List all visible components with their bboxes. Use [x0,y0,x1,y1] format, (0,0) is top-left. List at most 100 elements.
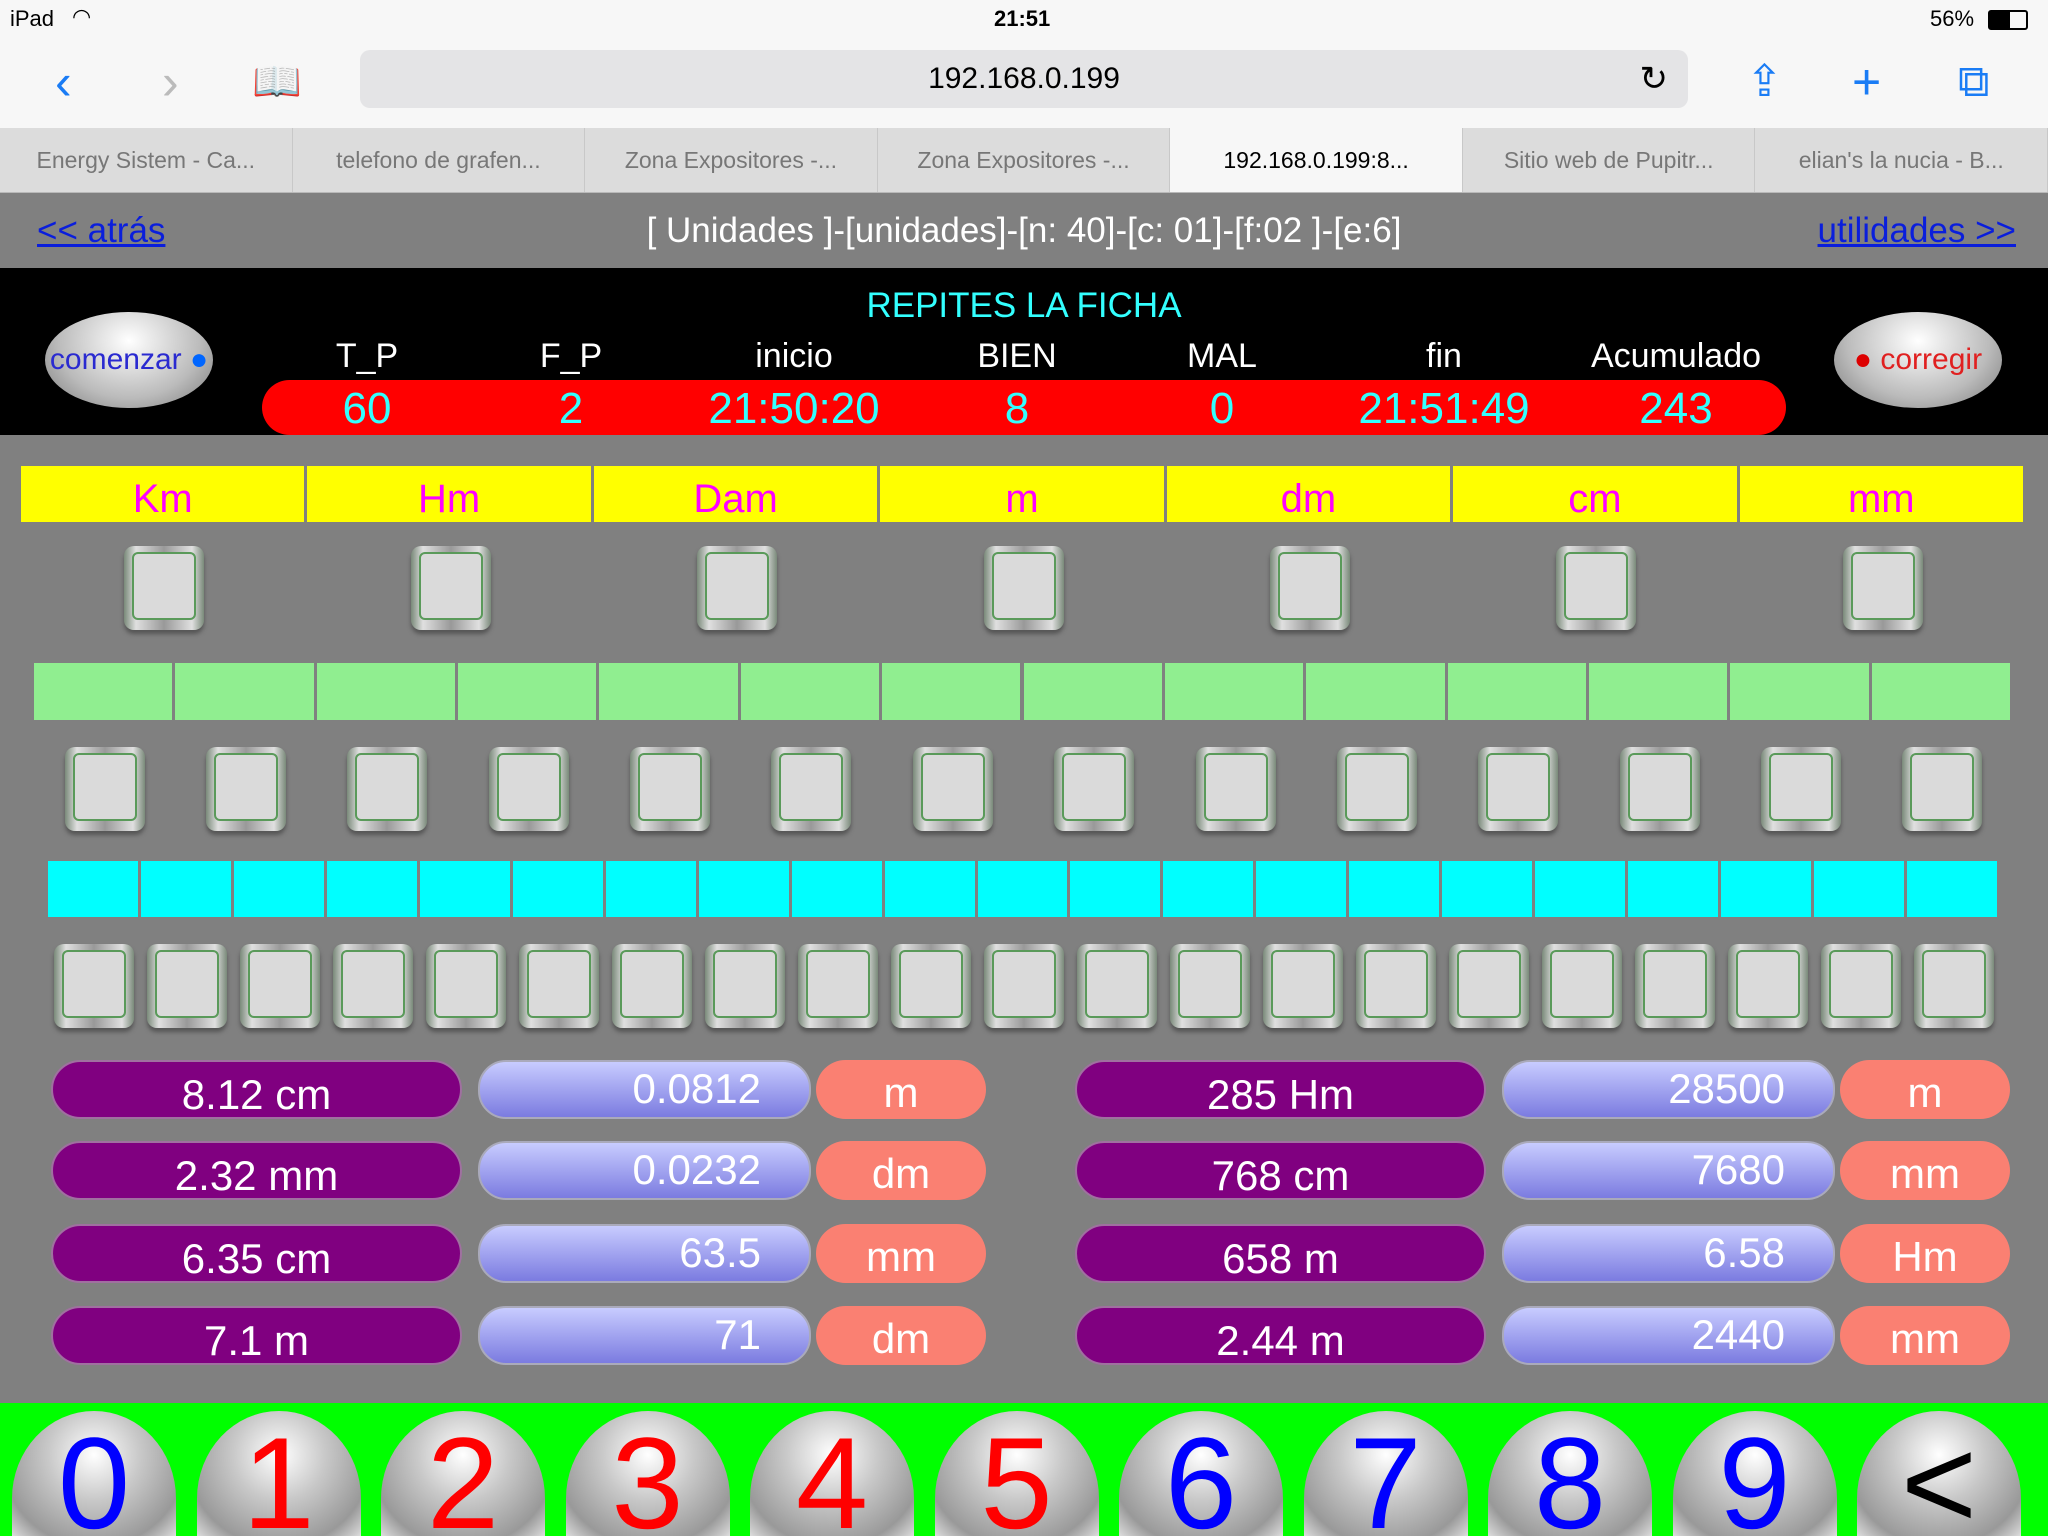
given-measure: 2.44 m [1075,1306,1486,1365]
checkbox[interactable] [333,944,414,1028]
checkbox[interactable] [1054,747,1135,831]
unit-checkbox[interactable] [1269,546,1350,630]
given-measure: 7.1 m [51,1306,462,1365]
browser-tab[interactable]: telefono de grafen... [293,128,586,192]
stat-value: 2 [558,384,584,433]
checkbox[interactable] [1541,944,1622,1028]
cyan-cell [1535,861,1626,917]
checkbox[interactable] [798,944,879,1028]
answer-field[interactable]: 0.0232 [478,1141,811,1200]
bookmarks-icon[interactable]: 📖 [252,60,302,104]
checkbox[interactable] [1448,944,1529,1028]
cyan-cell [884,861,975,917]
checkbox[interactable] [1913,944,1994,1028]
checkbox[interactable] [984,944,1064,1028]
address-bar[interactable]: 192.168.0.199 ↻ [360,50,1688,108]
answer-field[interactable]: 6.58 [1502,1224,1835,1283]
checkbox[interactable] [612,944,693,1028]
keypad-key[interactable]: 3 [565,1411,730,1536]
unit-header: dm [1166,466,1451,522]
checkbox[interactable] [1336,747,1417,831]
unit-checkbox[interactable] [983,546,1064,630]
answer-field[interactable]: 63.5 [478,1224,811,1283]
browser-tab[interactable]: Zona Expositores -... [585,128,878,192]
unit-header: Dam [593,466,878,522]
checkbox[interactable] [1619,747,1700,831]
keypad-key[interactable]: 2 [381,1411,545,1536]
back-link[interactable]: << atrás [37,211,166,250]
checkbox[interactable] [1195,747,1276,831]
checkbox[interactable] [1760,747,1841,831]
back-icon[interactable]: ‹ [55,54,72,110]
unit-checkbox[interactable] [697,546,778,630]
keypad-key[interactable]: 5 [934,1411,1099,1536]
keypad-key[interactable]: < [1857,1411,2021,1536]
unit-checkbox[interactable] [410,546,491,630]
start-button[interactable]: comenzar ● [45,312,213,408]
checkbox[interactable] [630,747,711,831]
target-unit: dm [816,1306,986,1365]
target-unit: dm [816,1141,986,1200]
browser-tab[interactable]: Zona Expositores -... [878,128,1171,192]
green-cell [1871,663,2010,720]
checkbox[interactable] [912,747,993,831]
checkbox[interactable] [1478,747,1559,831]
checkbox[interactable] [1820,944,1901,1028]
keypad-key[interactable]: 6 [1119,1411,1283,1536]
checkbox[interactable] [705,944,786,1028]
target-unit: mm [816,1224,986,1283]
checkbox[interactable] [206,747,287,831]
checkbox[interactable] [1262,944,1343,1028]
new-tab-icon[interactable]: + [1852,54,1882,110]
keypad-key[interactable]: 1 [196,1411,361,1536]
browser-tab[interactable]: elian's la nucia - B... [1755,128,2048,192]
checkbox[interactable] [347,747,428,831]
forward-icon[interactable]: › [162,54,179,110]
cyan-cell [1442,861,1533,917]
checkbox[interactable] [771,747,852,831]
utilities-link[interactable]: utilidades >> [1817,211,2016,250]
tabs-icon[interactable]: ⧉ [1958,57,1990,106]
tab-bar: Energy Sistem - Ca... telefono de grafen.… [0,128,2048,193]
correct-button[interactable]: ● corregir [1834,312,2002,408]
stat-value: 21:50:20 [708,384,880,433]
checkbox[interactable] [519,944,600,1028]
reload-icon[interactable]: ↻ [1639,60,1669,98]
checkbox[interactable] [426,944,507,1028]
browser-tab[interactable]: Energy Sistem - Ca... [0,128,293,192]
browser-tab[interactable]: Sitio web de Pupitr... [1463,128,1756,192]
checkbox[interactable] [1076,944,1157,1028]
checkbox[interactable] [488,747,569,831]
answer-field[interactable]: 0.0812 [478,1060,811,1119]
checkbox[interactable] [1169,944,1250,1028]
wifi-icon: ◠ [72,4,92,29]
checkbox[interactable] [1902,747,1983,831]
keypad-key[interactable]: 9 [1672,1411,1837,1536]
share-icon[interactable]: ⇪ [1746,57,1783,106]
keypad-key[interactable]: 7 [1303,1411,1468,1536]
green-cell [740,663,880,720]
checkbox[interactable] [1727,944,1808,1028]
checkbox[interactable] [147,944,228,1028]
checkbox[interactable] [240,944,321,1028]
answer-field[interactable]: 7680 [1502,1141,1835,1200]
unit-checkbox[interactable] [1556,546,1637,630]
unit-checkbox[interactable] [124,546,205,630]
browser-tab[interactable]: 192.168.0.199:8... [1170,128,1463,192]
cyan-cell [48,861,138,917]
answer-field[interactable]: 71 [478,1306,811,1365]
green-cell [1306,663,1445,720]
keypad-key[interactable]: 0 [12,1411,176,1536]
checkbox[interactable] [54,944,135,1028]
nav-row: << atrás [ Unidades ]-[unidades]-[n: 40]… [0,193,2048,268]
unit-checkbox[interactable] [1842,546,1923,630]
answer-field[interactable]: 2440 [1502,1306,1835,1365]
checkbox[interactable] [1634,944,1715,1028]
target-unit: mm [1840,1141,2010,1200]
keypad-key[interactable]: 4 [750,1411,914,1536]
checkbox[interactable] [891,944,972,1028]
checkbox[interactable] [64,747,145,831]
keypad-key[interactable]: 8 [1488,1411,1652,1536]
checkbox[interactable] [1355,944,1436,1028]
answer-field[interactable]: 28500 [1502,1060,1835,1119]
